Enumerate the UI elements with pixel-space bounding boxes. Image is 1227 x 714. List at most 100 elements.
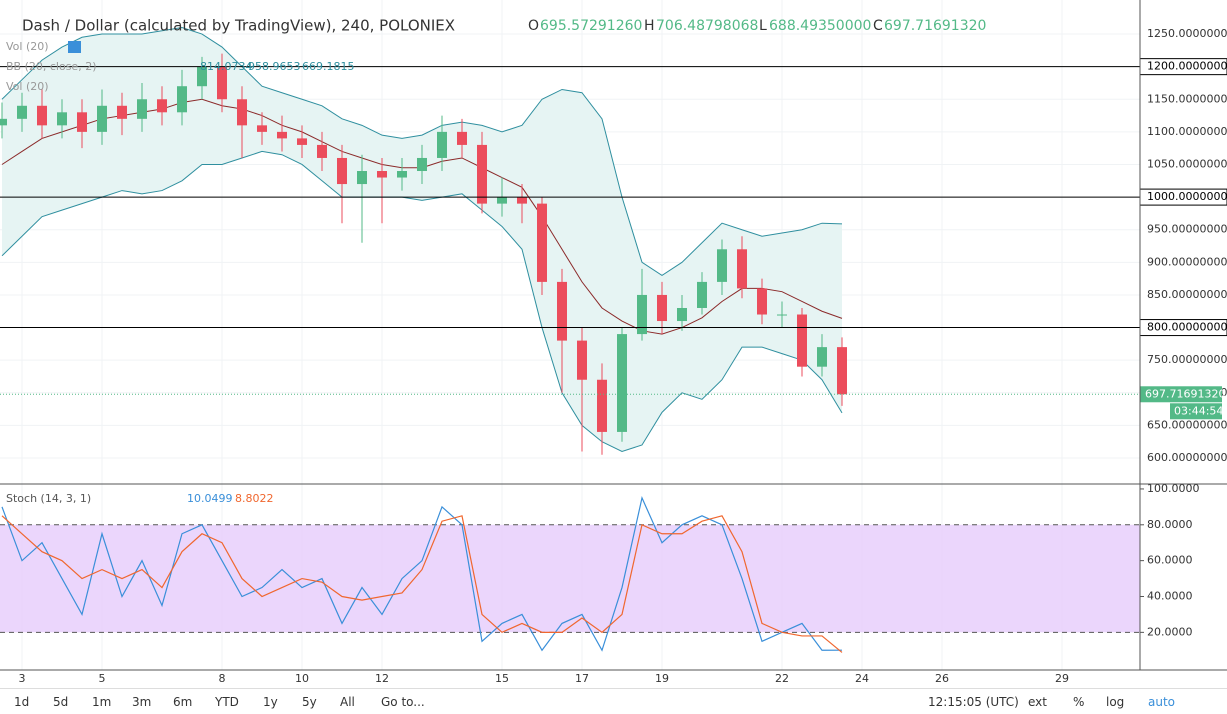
band-line <box>1 150 843 453</box>
candle-body <box>277 131 287 139</box>
candle-body <box>797 314 807 367</box>
x-tick-label: 26 <box>935 672 949 685</box>
last-price-label: 697.71691320 <box>1145 387 1225 400</box>
stoch-band <box>0 524 1140 633</box>
y-tick-label: 60.0000 <box>1147 554 1193 567</box>
candle-body <box>657 294 667 322</box>
ohlc-key: C <box>873 18 883 34</box>
candle-body <box>777 314 787 316</box>
x-tick-label: 10 <box>295 672 309 685</box>
indicator-label[interactable]: Stoch (14, 3, 1) <box>6 492 91 505</box>
indicator-value: 958.9653 <box>248 60 301 73</box>
ohlc-value: 697.71691320 <box>884 18 986 34</box>
candle-body <box>677 307 687 322</box>
candle-body <box>37 105 47 126</box>
range-button[interactable]: 3m <box>132 695 152 709</box>
x-tick-label: 3 <box>19 672 26 685</box>
candle-body <box>137 99 147 119</box>
indicator-label[interactable]: Vol (20) <box>6 80 49 93</box>
candle-body <box>697 281 707 308</box>
candle-body <box>157 99 167 113</box>
candle-body <box>457 131 467 145</box>
range-button[interactable]: 1y <box>263 695 278 709</box>
x-tick-label: 15 <box>495 672 509 685</box>
clock: 12:15:05 (UTC) <box>928 695 1019 709</box>
candle-body <box>497 197 507 204</box>
x-tick-label: 19 <box>655 672 669 685</box>
y-tick-label: 1150.00000000 <box>1147 92 1227 105</box>
candle-body <box>437 131 447 158</box>
last-price-box <box>1140 386 1222 403</box>
candle-body <box>837 347 847 395</box>
countdown-box <box>1170 403 1222 420</box>
indicator-value: 10.0499 <box>187 492 233 505</box>
x-tick-label: 24 <box>855 672 869 685</box>
y-tick-label: 1050.00000000 <box>1147 157 1227 170</box>
indicator-value: 814.0734 <box>200 60 253 73</box>
countdown: 03:44:54 <box>1174 404 1223 417</box>
level-label: 1200.00000000 <box>1147 60 1227 73</box>
indicator-value: 8.8022 <box>235 492 274 505</box>
y-tick-label: 100.0000 <box>1147 482 1200 495</box>
x-tick-label: 12 <box>375 672 389 685</box>
stoch-line <box>1 515 843 653</box>
x-tick-label: 8 <box>219 672 226 685</box>
icon[interactable] <box>68 41 81 53</box>
range-button[interactable]: 5d <box>53 695 69 709</box>
range-button[interactable]: All <box>340 695 355 709</box>
candle-body <box>57 112 67 126</box>
range-button[interactable]: 1m <box>92 695 112 709</box>
candle-body <box>117 105 127 119</box>
x-tick-label: 29 <box>1055 672 1069 685</box>
range-button[interactable]: 5y <box>302 695 317 709</box>
candle-body <box>557 281 567 341</box>
candle-body <box>417 157 427 172</box>
y-tick-label: 1250.00000000 <box>1147 27 1227 40</box>
candle-body <box>757 288 767 315</box>
goto-button[interactable]: Go to... <box>381 695 425 709</box>
ohlc-key: L <box>759 18 767 34</box>
candle-body <box>197 66 207 87</box>
y-tick-label: 750.00000000 <box>1147 353 1227 366</box>
toolbar: 1d 5d 1m 3m 6m YTD 1y 5y All Go to... 12… <box>0 688 1227 714</box>
candle-body <box>597 379 607 432</box>
band-fill <box>2 27 842 452</box>
log-button[interactable]: log <box>1106 695 1125 709</box>
candle-body <box>357 171 367 185</box>
x-tick-label: 22 <box>775 672 789 685</box>
range-button[interactable]: 6m <box>173 695 193 709</box>
title: Dash / Dollar (calculated by TradingView… <box>22 17 455 35</box>
chart: 3 5 8 10 12 15 17 19 22 24 26 29 600.00000000 650.000… <box>0 0 1227 685</box>
candle-body <box>337 157 347 185</box>
candle-body <box>77 112 87 132</box>
candle-body <box>0 118 7 126</box>
range-button[interactable]: 1d <box>14 695 30 709</box>
ohlc-value: 706.48798068 <box>656 18 758 34</box>
candle-body <box>817 347 827 367</box>
auto-button[interactable]: auto <box>1148 695 1176 709</box>
y-tick-label: 80.0000 <box>1147 518 1193 531</box>
y-tick-label: 850.00000000 <box>1147 288 1227 301</box>
y-tick-label: 20.0000 <box>1147 625 1193 638</box>
candle-body <box>297 138 307 145</box>
candle-body <box>617 334 627 432</box>
level-label: 1000.00000000 <box>1147 190 1227 203</box>
candle-body <box>397 171 407 178</box>
indicator-label[interactable]: BB (20, close, 2) <box>6 60 97 73</box>
percent-button[interactable]: % <box>1073 695 1085 709</box>
candle-body <box>217 66 227 100</box>
candle-body <box>577 340 587 380</box>
ext-button[interactable]: ext <box>1028 695 1047 709</box>
stoch-line <box>1 496 843 652</box>
ohlc-value: 695.57291260 <box>540 18 642 34</box>
level-label: 800.00000000 <box>1147 321 1227 334</box>
range-button[interactable]: YTD <box>215 695 239 709</box>
y-tick-label: 600.00000000 <box>1147 451 1227 464</box>
candle-body <box>317 144 327 158</box>
indicator-label[interactable]: Vol (20) <box>6 40 49 53</box>
y-tick-label: 650.00000000 <box>1147 418 1227 431</box>
candle-body <box>537 203 547 282</box>
candle-body <box>737 249 747 289</box>
y-tick-label: 40.0000 <box>1147 590 1193 603</box>
